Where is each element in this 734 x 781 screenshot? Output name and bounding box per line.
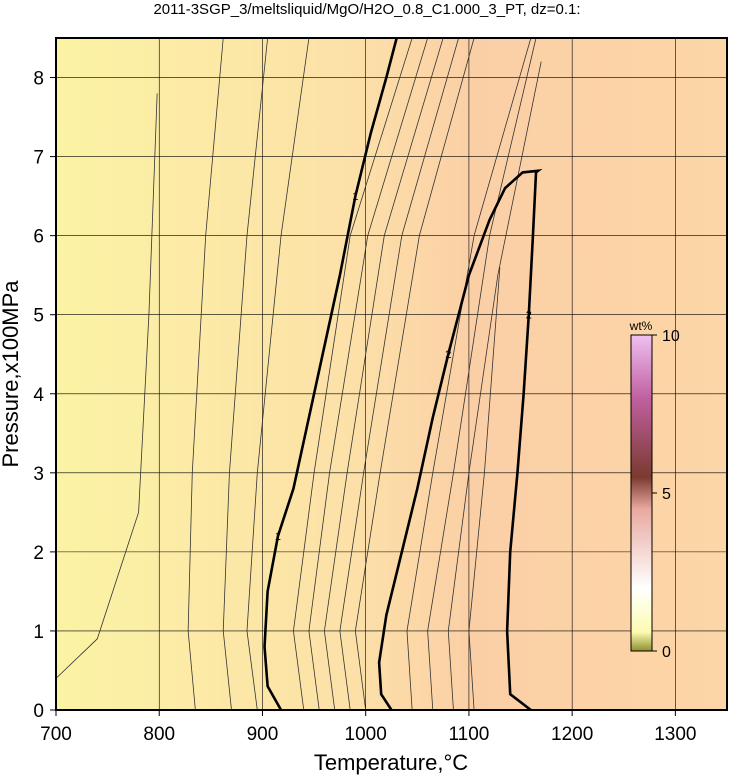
- thin-contour: [447, 61, 542, 711]
- x-tick-label: 900: [247, 724, 279, 745]
- x-tick-label: 700: [40, 724, 72, 745]
- thin-contour: [187, 37, 224, 711]
- x-tick-label: 1000: [345, 724, 387, 745]
- thin-contour: [55, 93, 158, 679]
- thin-contour: [246, 37, 310, 711]
- x-tick-label: 1200: [551, 724, 593, 745]
- contour: [263, 37, 398, 711]
- thin-contour: [293, 37, 413, 711]
- x-tick-label: 800: [143, 724, 175, 745]
- thin-contour: [468, 267, 501, 711]
- plot-background: [56, 38, 727, 710]
- y-axis-title: Pressure,x100MPa: [0, 280, 23, 468]
- plot-area: 1 1 2 2: [55, 37, 727, 712]
- y-tick-label: 5: [33, 306, 44, 327]
- y-tick-label: 3: [33, 464, 44, 485]
- contour-label: 2: [526, 310, 532, 322]
- colorbar-tick-label: 0: [662, 644, 671, 661]
- contour-label: 2: [445, 349, 451, 361]
- chart-title: 2011-3SGP_3/meltsliquid/MgO/H2O_0.8_C1.0…: [153, 1, 580, 18]
- thin-contour: [308, 37, 429, 711]
- y-tick-label: 7: [33, 148, 44, 169]
- y-tick-label: 2: [33, 543, 44, 564]
- thin-contour: [354, 37, 475, 711]
- y-tick-label: 6: [33, 227, 44, 248]
- x-axis-title: Temperature,°C: [314, 750, 468, 775]
- x-tick-label: 1300: [654, 724, 696, 745]
- contour-label: 1: [352, 191, 358, 203]
- y-tick-label: 8: [33, 69, 44, 90]
- colorbar-label: wt%: [629, 319, 653, 333]
- thin-contour: [339, 37, 459, 711]
- plot-frame: [55, 37, 728, 711]
- y-tick-label: 4: [33, 385, 44, 406]
- x-tick-label: 1100: [448, 724, 489, 745]
- y-tick-label: 1: [33, 622, 44, 643]
- colorbar-tick-label: 5: [662, 486, 671, 503]
- y-tick-label: 0: [33, 701, 44, 722]
- colorbar: [630, 334, 653, 652]
- contour-label: 1: [275, 531, 281, 543]
- thin-contour: [427, 37, 537, 711]
- thin-contour: [323, 37, 444, 711]
- contour: [377, 169, 543, 712]
- thin-contour: [222, 37, 269, 711]
- thin-contour: [406, 37, 532, 711]
- colorbar-tick-label: 10: [662, 328, 680, 345]
